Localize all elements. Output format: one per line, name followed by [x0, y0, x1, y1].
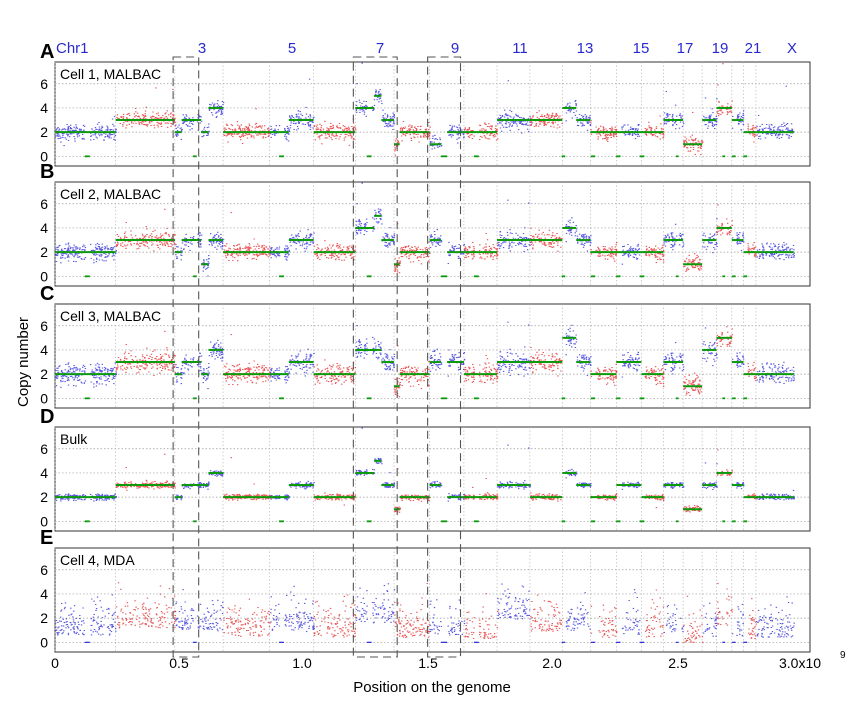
panel-letter: A	[40, 41, 54, 63]
y-tick-label: 2	[40, 489, 48, 505]
panel-e: 0 2 4 6 E Cell 4, MDA	[40, 527, 811, 653]
y-tick-label: 2	[40, 610, 48, 626]
y-tick-label: 0	[40, 148, 48, 164]
panel-title-bg	[57, 65, 175, 83]
chrom-label-7: 7	[376, 40, 384, 57]
panel-title: Cell 2, MALBAC	[60, 186, 161, 202]
x-tick-3-0: 3.0x10	[779, 655, 821, 671]
y-tick-label: 6	[40, 441, 48, 457]
chrom-label-17: 17	[677, 40, 694, 57]
scatter-points	[55, 582, 795, 643]
y-tick-label: 6	[40, 562, 48, 578]
y-tick-label: 6	[40, 318, 48, 334]
panel-a: 0 2 4 6 A Cell 1, MALBAC	[40, 41, 811, 167]
panel-letter: E	[40, 527, 53, 549]
panel-letter: C	[40, 283, 54, 305]
chrom-label-19: 19	[712, 40, 729, 57]
highlight-box	[427, 56, 462, 658]
chrom-label-3: 3	[198, 40, 206, 57]
chrom-label-15: 15	[633, 40, 650, 57]
x-axis: 0 0.5 1.0 1.5 2.0 2.5 3.0x10 9	[51, 650, 846, 671]
x-tick-0-5: 0.5	[169, 655, 189, 671]
segment-lines	[55, 336, 794, 400]
x-tick-exponent: 9	[840, 650, 846, 661]
highlight-box	[352, 56, 398, 658]
chrom-label-13: 13	[577, 40, 594, 57]
panel-frame	[54, 547, 811, 653]
x-axis-label: Position on the genome	[353, 679, 511, 696]
panel-frame	[54, 426, 811, 532]
panel-b: 0 2 4 6 B Cell 2, MALBAC	[40, 161, 811, 287]
segment-lines	[55, 214, 794, 278]
y-tick-label: 2	[40, 366, 48, 382]
x-tick-1-5: 1.5	[418, 655, 438, 671]
chrom-label-9: 9	[451, 40, 459, 57]
chrom-label-21: 21	[745, 40, 762, 57]
panel-title: Bulk	[60, 431, 88, 447]
y-tick-label: 4	[40, 342, 48, 358]
y-tick-label: 0	[40, 390, 48, 406]
panel-title: Cell 3, MALBAC	[60, 308, 161, 324]
panel-letter: B	[40, 161, 54, 183]
highlight-regions	[172, 56, 462, 658]
panels: 0 2 4 6 A Cell 1, MALBAC 0 2 4 6 B Cell 2, MALBAC 0 2…	[40, 41, 811, 658]
panel-title: Cell 1, MALBAC	[60, 66, 161, 82]
chrom-label-11: 11	[512, 40, 528, 57]
y-tick-label: 0	[40, 268, 48, 284]
y-tick-label: 2	[40, 244, 48, 260]
x-tick-2-5: 2.5	[668, 655, 688, 671]
chrom-label-5: 5	[288, 40, 296, 57]
points-even-chromosomes	[116, 63, 758, 156]
x-tick-2-0: 2.0	[542, 655, 562, 671]
y-tick-label: 0	[40, 634, 48, 650]
y-tick-label: 2	[40, 124, 48, 140]
panel-title-bg	[57, 430, 97, 448]
panel-title-bg	[57, 307, 175, 325]
y-tick-label: 4	[40, 465, 48, 481]
y-axis-label: Copy number	[15, 317, 32, 407]
panel-frame	[54, 303, 811, 409]
y-tick-label: 4	[40, 100, 48, 116]
panel-title-bg	[57, 185, 175, 203]
y-tick-label: 6	[40, 76, 48, 92]
panel-frame	[54, 181, 811, 287]
y-tick-label: 0	[40, 513, 48, 529]
panel-letter: D	[40, 406, 54, 428]
panel-title-bg	[57, 551, 151, 569]
segment-lines	[55, 94, 794, 158]
y-tick-label: 4	[40, 586, 48, 602]
chromosome-labels: Chr1 3 5 7 9 11 13 15 17 19 21 X	[56, 40, 797, 57]
x-tick-1-0: 1.0	[292, 655, 312, 671]
panel-d: 0 2 4 6 D Bulk	[40, 406, 811, 532]
segment-lines	[55, 459, 794, 523]
panel-c: 0 2 4 6 C Cell 3, MALBAC	[40, 283, 811, 409]
highlight-box	[172, 56, 200, 658]
panel-title: Cell 4, MDA	[60, 552, 135, 568]
chrom-label-x: X	[787, 40, 797, 57]
points-even-chromosomes	[115, 582, 757, 643]
y-tick-label: 6	[40, 196, 48, 212]
points-odd-chromosomes	[55, 321, 795, 390]
chrom-label-1: Chr1	[56, 40, 89, 57]
x-tick-0: 0	[51, 655, 59, 671]
y-tick-label: 4	[40, 220, 48, 236]
